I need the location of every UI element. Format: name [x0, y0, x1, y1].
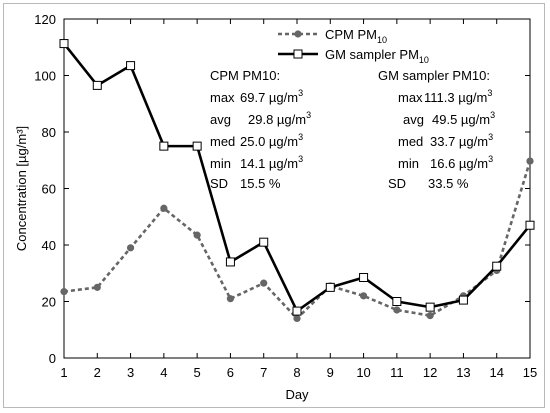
stats-value: 25.0 µg/m3 [240, 132, 303, 149]
stats-key: SD [388, 176, 406, 191]
data-point [59, 39, 69, 49]
data-point [92, 80, 102, 90]
data-point [426, 312, 434, 320]
y-tick-label: 120 [34, 12, 56, 27]
x-tick-label: 7 [260, 365, 267, 380]
x-tick-label: 6 [227, 365, 234, 380]
stats-value: 49.5 µg/m3 [432, 110, 495, 127]
y-tick-label: 100 [34, 69, 56, 84]
x-tick-label: 4 [160, 365, 167, 380]
data-point [292, 306, 302, 316]
x-tick-label: 14 [489, 365, 503, 380]
data-point [425, 302, 435, 312]
data-point [359, 272, 369, 282]
x-axis-label: Day [285, 387, 309, 402]
x-tick-label: 13 [456, 365, 470, 380]
legend: CPM PM10 GM sampler PM10 [278, 27, 429, 65]
stats-key: med [398, 134, 423, 149]
stats-annotations: CPM PM10: max 69.7 µg/m3 avg 29.8 µg/m3 med 25… [210, 68, 495, 191]
series-layer [59, 39, 535, 323]
data-point [392, 297, 402, 306]
data-point [325, 282, 335, 292]
series-gm [59, 39, 535, 316]
data-point [126, 244, 135, 252]
stats-key: avg [403, 112, 424, 127]
data-point [93, 283, 101, 291]
x-tick-label: 9 [327, 365, 334, 380]
data-point [159, 141, 169, 151]
y-tick-label: 40 [42, 238, 56, 253]
x-tick-label: 2 [94, 365, 101, 380]
stats-key: min [398, 156, 419, 171]
stats-value: 15.5 % [240, 176, 281, 191]
legend-label: CPM PM10 [325, 27, 387, 45]
stats-value: 16.6 µg/m3 [430, 154, 493, 171]
y-axis-label: Concentration [µg/m³] [14, 126, 29, 251]
stats-key: max [398, 90, 423, 105]
data-point [458, 295, 468, 305]
stats-title: CPM PM10: [210, 68, 280, 83]
stats-value: 29.8 µg/m3 [248, 110, 311, 127]
legend-marker [294, 30, 302, 38]
stats-key: min [210, 156, 231, 171]
stats-key: med [210, 134, 235, 149]
y-tick-label: 20 [42, 295, 56, 310]
x-tick-label: 8 [293, 365, 300, 380]
data-point [226, 295, 235, 303]
data-point [60, 288, 68, 296]
data-point [160, 204, 168, 212]
x-tick-label: 11 [390, 365, 404, 380]
x-tick-label: 12 [423, 365, 437, 380]
data-point [225, 257, 235, 267]
data-point [525, 220, 535, 230]
legend-marker [293, 49, 303, 59]
data-point [393, 306, 401, 314]
stats-value: 69.7 µg/m3 [240, 88, 303, 105]
figure-frame [3, 3, 545, 408]
stats-value: 111.3 µg/m3 [424, 88, 492, 105]
y-tick-label: 0 [49, 351, 56, 366]
data-point [359, 292, 368, 300]
data-point [192, 141, 202, 151]
x-tick-label: 10 [356, 365, 370, 380]
stats-block-cpm: CPM PM10: max 69.7 µg/m3 avg 29.8 µg/m3 med 25… [210, 68, 311, 191]
data-point [293, 314, 301, 323]
y-tick-label: 80 [42, 125, 56, 140]
stats-value: 33.7 µg/m3 [430, 132, 493, 149]
y-tick-label: 60 [42, 182, 56, 197]
data-point [259, 237, 269, 247]
stats-key: avg [210, 112, 231, 127]
data-point [260, 279, 268, 287]
x-tick-label: 5 [194, 365, 201, 380]
stats-key: max [210, 90, 235, 105]
stats-title: GM sampler PM10: [378, 68, 490, 83]
data-point [526, 157, 534, 165]
data-point [492, 261, 502, 271]
x-tick-label: 3 [127, 365, 134, 380]
legend-label: GM sampler PM10 [325, 47, 429, 65]
data-point [193, 231, 201, 239]
stats-value: 33.5 % [428, 176, 469, 191]
stats-key: SD [210, 176, 228, 191]
x-tick-label: 15 [523, 365, 537, 380]
x-tick-label: 1 [60, 365, 67, 380]
stats-value: 14.1 µg/m3 [240, 154, 303, 171]
data-point [126, 61, 136, 71]
